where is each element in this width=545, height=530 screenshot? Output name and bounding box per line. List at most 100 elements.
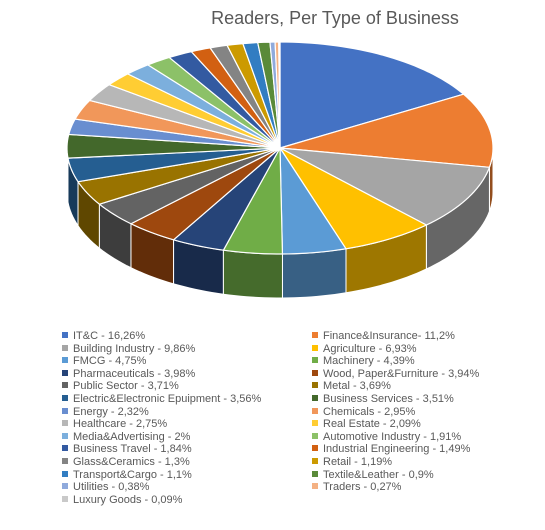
legend-label: Wood, Paper&Furniture - 3,94% — [323, 367, 480, 380]
legend-label: Luxury Goods - 0,09% — [73, 493, 183, 506]
pie-chart — [66, 41, 494, 299]
legend-item: Automotive Industry - 1,91% — [312, 431, 461, 444]
legend-label: Textile&Leather - 0,9% — [323, 468, 434, 481]
legend-label: Machinery - 4,39% — [323, 355, 415, 368]
legend-swatch — [312, 407, 318, 414]
legend-item: Electric&Electronic Epuipment - 3,56% — [62, 393, 261, 406]
pie-side-5 — [222, 249, 283, 299]
legend-label: Industrial Engineering - 1,49% — [323, 443, 471, 456]
legend-label: Glass&Ceramics - 1,3% — [73, 456, 190, 468]
legend-swatch — [312, 483, 318, 490]
pie-slice-6 — [172, 147, 281, 251]
legend-item: Metal - 3,69% — [312, 380, 391, 393]
pie-slice-7 — [130, 147, 281, 241]
legend-swatch — [62, 483, 68, 490]
pie-side-4 — [281, 248, 347, 299]
legend-swatch — [62, 332, 68, 338]
legend-item: Pharmaceuticals - 3,98% — [62, 368, 195, 381]
legend-label: Healthcare - 2,75% — [73, 418, 168, 431]
legend-label: Agriculture - 6,93% — [323, 342, 417, 355]
legend-swatch — [62, 432, 68, 439]
legend-label: Chemicals - 2,95% — [323, 405, 416, 418]
legend-item: Luxury Goods - 0,09% — [62, 494, 182, 507]
legend-item: Glass&Ceramics - 1,3% — [62, 456, 190, 469]
legend-item: Industrial Engineering - 1,49% — [312, 443, 470, 456]
legend-item: Finance&Insurance- 11,2% — [312, 330, 455, 343]
legend-swatch — [62, 357, 68, 364]
legend-label: Utilities - 0,38% — [73, 481, 150, 494]
pie-slice-26 — [278, 41, 281, 149]
pie-slice-1 — [279, 93, 494, 168]
legend-item: Traders - 0,27% — [312, 481, 401, 494]
legend-label: Business Travel - 1,84% — [73, 443, 192, 456]
legend-label: Public Sector - 3,71% — [73, 380, 179, 393]
legend-swatch — [312, 470, 318, 477]
legend-item: Retail - 1,19% — [312, 456, 392, 469]
legend-item: Chemicals - 2,95% — [312, 406, 415, 419]
pie-slice-3 — [279, 147, 427, 250]
legend-label: Transport&Cargo - 1,1% — [73, 468, 192, 481]
legend-item: Healthcare - 2,75% — [62, 418, 167, 431]
legend-label: FMCG - 4,75% — [73, 355, 147, 368]
legend-swatch — [312, 445, 318, 452]
legend-label: IT&C - 16,26% — [73, 330, 146, 342]
legend-label: Media&Advertising - 2% — [73, 430, 191, 443]
legend-swatch — [62, 369, 68, 376]
legend-label: Finance&Insurance- 11,2% — [323, 330, 455, 342]
legend-item: Utilities - 0,38% — [62, 481, 149, 494]
legend-swatch — [312, 458, 318, 464]
legend-label: Metal - 3,69% — [323, 380, 391, 393]
legend-label: Pharmaceuticals - 3,98% — [73, 367, 196, 380]
legend-label: Electric&Electronic Epuipment - 3,56% — [73, 393, 262, 405]
legend-swatch — [62, 407, 68, 414]
pie-slice-5 — [222, 147, 284, 255]
pie-slice-8 — [98, 147, 281, 225]
legend-label: Automotive Industry - 1,91% — [323, 430, 462, 443]
legend-item: Textile&Leather - 0,9% — [312, 469, 434, 482]
legend-item: Energy - 2,32% — [62, 406, 149, 419]
legend-item: FMCG - 4,75% — [62, 355, 146, 368]
legend-item: Business Travel - 1,84% — [62, 443, 192, 456]
pie-slice-13 — [74, 99, 281, 149]
legend-swatch — [312, 382, 318, 389]
legend-swatch — [62, 445, 68, 452]
pie-slice-10 — [67, 147, 281, 183]
legend-item: Wood, Paper&Furniture - 3,94% — [312, 368, 479, 381]
legend-swatch — [312, 332, 318, 338]
pie-top — [66, 41, 494, 255]
legend-label: Business Services - 3,51% — [323, 393, 454, 405]
legend-swatch — [312, 420, 318, 427]
legend-swatch — [62, 395, 68, 401]
pie-slice-9 — [77, 147, 281, 205]
legend-label: Real Estate - 2,09% — [323, 418, 421, 431]
legend-swatch — [62, 344, 68, 351]
legend-item: Agriculture - 6,93% — [312, 343, 417, 356]
legend-label: Retail - 1,19% — [323, 456, 393, 468]
legend-swatch — [312, 357, 318, 364]
legend-label: Energy - 2,32% — [73, 405, 149, 418]
pie-slice-15 — [108, 73, 281, 149]
legend-swatch — [312, 344, 318, 351]
legend-swatch — [312, 395, 318, 401]
legend-item: Business Services - 3,51% — [312, 393, 454, 406]
legend-swatch — [62, 382, 68, 389]
legend-item: Real Estate - 2,09% — [312, 418, 421, 431]
legend-swatch — [312, 369, 318, 376]
chart-title: Readers, Per Type of Business — [211, 8, 459, 28]
legend-label: Traders - 0,27% — [323, 481, 402, 494]
legend-item: Public Sector - 3,71% — [62, 380, 179, 393]
pie-slice-4 — [279, 147, 347, 255]
legend-swatch — [312, 432, 318, 439]
legend-item: Transport&Cargo - 1,1% — [62, 469, 192, 482]
legend-swatch — [62, 420, 68, 427]
pie-slice-16 — [127, 64, 281, 149]
legend-label: Building Industry - 9,86% — [73, 342, 196, 355]
pie-slice-0 — [279, 41, 465, 149]
legend-swatch — [62, 495, 68, 502]
pie-slice-2 — [279, 147, 491, 226]
legend-item: Building Industry - 9,86% — [62, 343, 195, 356]
legend-item: Machinery - 4,39% — [312, 355, 415, 368]
legend-item: IT&C - 16,26% — [62, 330, 145, 343]
pie-slice-11 — [66, 133, 281, 159]
legend-swatch — [62, 458, 68, 464]
